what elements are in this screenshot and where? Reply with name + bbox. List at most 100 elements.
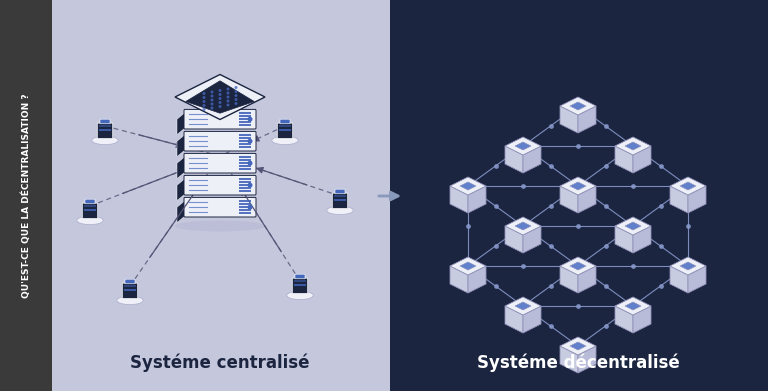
Bar — [239, 140, 251, 142]
Bar — [239, 209, 251, 211]
Polygon shape — [633, 226, 651, 253]
FancyBboxPatch shape — [333, 193, 348, 208]
Bar — [239, 118, 251, 120]
Polygon shape — [670, 266, 688, 293]
Polygon shape — [578, 186, 596, 213]
Circle shape — [210, 99, 214, 102]
Polygon shape — [560, 177, 596, 195]
Polygon shape — [505, 297, 541, 315]
Polygon shape — [570, 102, 586, 110]
FancyBboxPatch shape — [184, 197, 256, 217]
FancyBboxPatch shape — [125, 279, 135, 284]
Bar — [334, 195, 346, 197]
Bar — [239, 200, 251, 202]
Circle shape — [227, 99, 230, 102]
Polygon shape — [670, 186, 688, 213]
Polygon shape — [633, 146, 651, 173]
Circle shape — [247, 139, 253, 144]
Polygon shape — [177, 135, 185, 157]
Circle shape — [203, 96, 206, 99]
Ellipse shape — [117, 296, 143, 305]
Bar — [124, 285, 136, 287]
Polygon shape — [570, 342, 586, 350]
Polygon shape — [460, 262, 476, 270]
Polygon shape — [560, 346, 578, 373]
FancyBboxPatch shape — [280, 119, 290, 124]
Bar — [294, 280, 306, 282]
Polygon shape — [560, 106, 578, 133]
Polygon shape — [670, 257, 706, 275]
Bar — [239, 156, 251, 158]
Bar — [124, 289, 136, 291]
Circle shape — [234, 90, 237, 93]
FancyBboxPatch shape — [184, 131, 256, 151]
Bar — [0, 0, 52, 391]
Polygon shape — [450, 257, 486, 275]
Polygon shape — [177, 179, 185, 201]
Polygon shape — [625, 142, 641, 150]
Polygon shape — [615, 217, 651, 235]
Polygon shape — [505, 137, 541, 155]
Circle shape — [219, 93, 221, 96]
Bar — [84, 209, 96, 211]
Polygon shape — [570, 182, 586, 190]
Circle shape — [210, 90, 214, 93]
Polygon shape — [505, 217, 541, 235]
Circle shape — [227, 91, 230, 95]
Polygon shape — [615, 297, 651, 315]
FancyBboxPatch shape — [293, 278, 308, 294]
Polygon shape — [615, 137, 651, 155]
Circle shape — [234, 102, 237, 105]
Circle shape — [227, 88, 230, 90]
Text: Systéme décentralisé: Systéme décentralisé — [477, 354, 680, 372]
Polygon shape — [175, 75, 265, 120]
Bar — [390, 0, 768, 391]
Bar — [239, 162, 251, 164]
Polygon shape — [186, 81, 254, 113]
Polygon shape — [570, 262, 586, 270]
Bar — [239, 181, 251, 183]
Circle shape — [203, 92, 206, 95]
Bar — [84, 205, 96, 207]
Ellipse shape — [77, 216, 103, 224]
Circle shape — [203, 108, 206, 111]
FancyBboxPatch shape — [335, 189, 345, 194]
Text: QU'EST-CE QUE LA DÉCENTRALISATION ?: QU'EST-CE QUE LA DÉCENTRALISATION ? — [22, 94, 31, 298]
Polygon shape — [680, 182, 696, 190]
Bar — [239, 115, 251, 117]
Circle shape — [247, 183, 253, 188]
Bar — [99, 125, 111, 127]
Circle shape — [210, 95, 214, 97]
Polygon shape — [625, 302, 641, 310]
Polygon shape — [460, 182, 476, 190]
Polygon shape — [560, 257, 596, 275]
Bar — [239, 212, 251, 214]
Bar — [239, 112, 251, 114]
Circle shape — [247, 117, 253, 122]
Polygon shape — [450, 186, 468, 213]
Circle shape — [219, 89, 221, 92]
Polygon shape — [670, 177, 706, 195]
Ellipse shape — [174, 221, 266, 231]
Polygon shape — [515, 302, 531, 310]
Polygon shape — [578, 266, 596, 293]
Polygon shape — [177, 201, 185, 222]
Bar — [239, 203, 251, 205]
Bar — [99, 129, 111, 131]
Polygon shape — [578, 346, 596, 373]
Bar — [239, 146, 251, 148]
Polygon shape — [615, 146, 633, 173]
Polygon shape — [615, 306, 633, 333]
Text: Systéme centralisé: Systéme centralisé — [131, 354, 310, 372]
Polygon shape — [560, 97, 596, 115]
Polygon shape — [523, 146, 541, 173]
Bar — [334, 199, 346, 201]
Bar — [239, 206, 251, 208]
Circle shape — [227, 104, 230, 106]
Bar — [239, 121, 251, 123]
Circle shape — [247, 161, 253, 166]
Circle shape — [219, 101, 221, 104]
Bar — [239, 178, 251, 180]
Polygon shape — [515, 222, 531, 230]
Polygon shape — [560, 186, 578, 213]
